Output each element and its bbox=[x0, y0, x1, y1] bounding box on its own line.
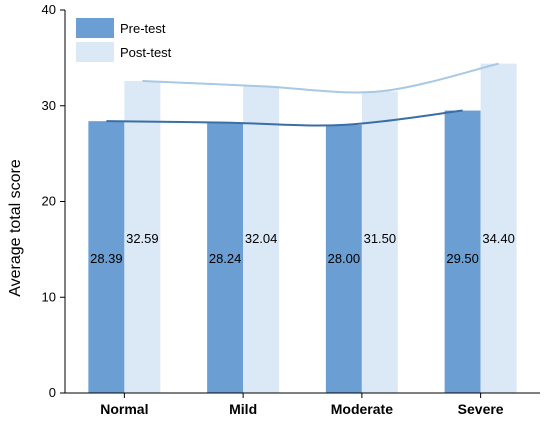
data-label-pre-test-moderate: 28.00 bbox=[328, 251, 361, 266]
bar-post-test-normal bbox=[124, 80, 161, 394]
data-label-pre-test-severe: 29.50 bbox=[446, 251, 479, 266]
bar-post-test-severe bbox=[480, 63, 517, 394]
legend-label-post-test: Post-test bbox=[120, 45, 172, 60]
data-label-post-test-moderate: 31.50 bbox=[364, 231, 397, 246]
x-tick-label-moderate: Moderate bbox=[331, 401, 393, 417]
bar-pre-test-moderate bbox=[325, 124, 362, 394]
data-label-pre-test-normal: 28.39 bbox=[90, 251, 123, 266]
legend-swatch-post-test bbox=[76, 42, 114, 62]
data-label-post-test-normal: 32.59 bbox=[126, 231, 159, 246]
y-tick-label-40: 40 bbox=[42, 2, 56, 17]
y-tick-label-20: 20 bbox=[42, 194, 56, 209]
y-tick-label-0: 0 bbox=[49, 385, 56, 400]
y-axis-label: Average total score bbox=[7, 159, 24, 297]
x-tick-label-mild: Mild bbox=[229, 401, 257, 417]
bar-post-test-mild bbox=[243, 86, 280, 393]
x-tick-label-normal: Normal bbox=[100, 401, 148, 417]
bar-pre-test-normal bbox=[88, 121, 125, 394]
bar-pre-test-severe bbox=[444, 110, 481, 393]
data-label-post-test-severe: 34.40 bbox=[482, 231, 515, 246]
trend-line-post-test bbox=[142, 62, 499, 94]
y-tick-label-30: 30 bbox=[42, 98, 56, 113]
bar-pre-test-mild bbox=[207, 122, 244, 394]
bar-post-test-moderate bbox=[361, 91, 398, 393]
y-tick-label-10: 10 bbox=[42, 289, 56, 304]
legend-label-pre-test: Pre-test bbox=[120, 21, 166, 36]
data-label-pre-test-mild: 28.24 bbox=[209, 251, 242, 266]
x-tick-label-severe: Severe bbox=[458, 401, 504, 417]
data-label-post-test-mild: 32.04 bbox=[245, 231, 278, 246]
legend-swatch-pre-test bbox=[76, 18, 114, 38]
trend-line-pre-test bbox=[106, 109, 463, 127]
